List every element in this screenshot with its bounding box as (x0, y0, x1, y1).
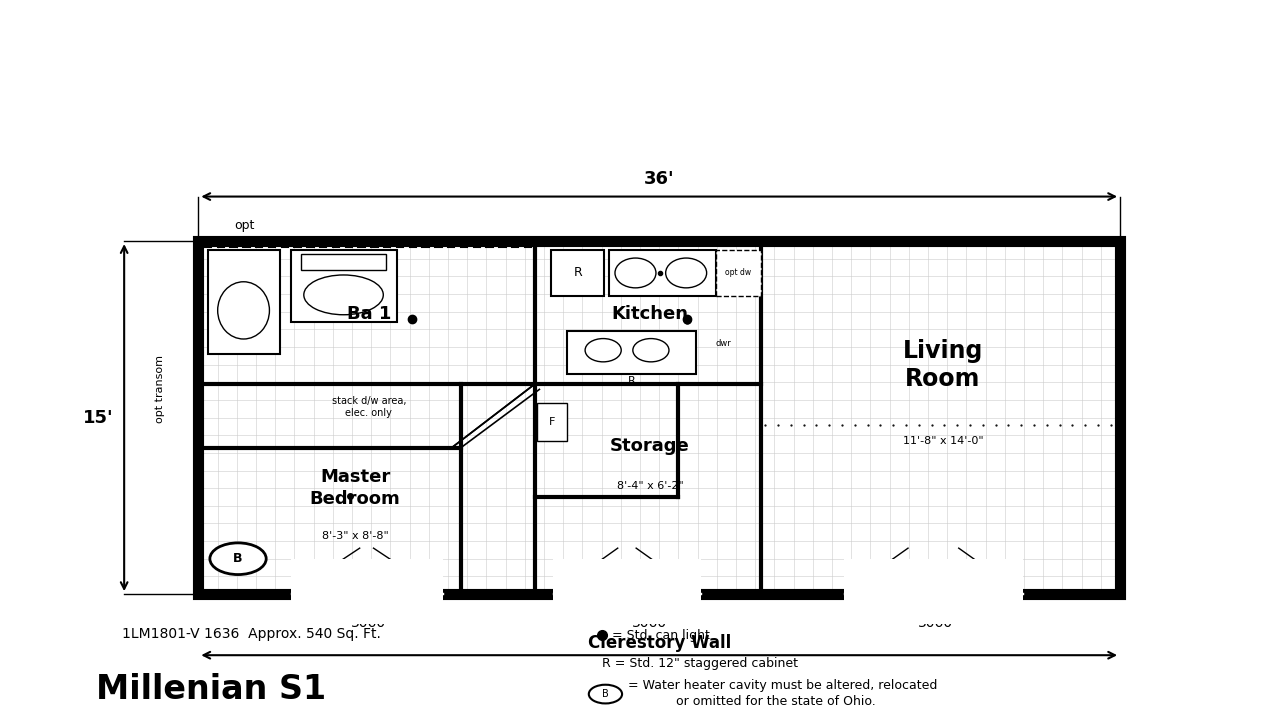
Text: R: R (627, 376, 635, 385)
Ellipse shape (614, 258, 655, 288)
Ellipse shape (666, 258, 707, 288)
Text: opt: opt (234, 219, 255, 232)
Bar (198, 241, 1120, 594)
Bar (717, 250, 760, 296)
Bar (552, 250, 604, 296)
Circle shape (210, 543, 266, 575)
Ellipse shape (585, 338, 621, 362)
Text: R: R (573, 266, 582, 279)
Ellipse shape (632, 338, 669, 362)
Text: Millenian S1: Millenian S1 (96, 672, 326, 706)
Text: 3060: 3060 (351, 616, 387, 630)
Text: Ba 1: Ba 1 (347, 305, 392, 323)
Bar (291, 250, 397, 323)
Text: Master
Bedroom: Master Bedroom (310, 468, 401, 508)
Text: opt dw: opt dw (726, 269, 751, 277)
Circle shape (589, 685, 622, 703)
Bar (553, 559, 700, 624)
Text: 36': 36' (644, 169, 675, 187)
Text: 1LM1801-V 1636  Approx. 540 Sq. Ft.: 1LM1801-V 1636 Approx. 540 Sq. Ft. (122, 626, 380, 641)
Text: 8'-4" x 6'-2": 8'-4" x 6'-2" (617, 482, 684, 491)
Ellipse shape (303, 275, 383, 315)
Text: Living
Room: Living Room (902, 339, 983, 390)
Text: = Std. can light: = Std. can light (612, 629, 709, 642)
Text: Storage: Storage (611, 437, 690, 455)
Bar (567, 331, 696, 374)
Text: F: F (549, 417, 556, 427)
Bar (844, 559, 1023, 624)
Text: Clerestory Wall: Clerestory Wall (588, 634, 731, 652)
Text: R = Std. 12" staggered cabinet: R = Std. 12" staggered cabinet (602, 657, 797, 670)
Text: 11'-8" x 14'-0": 11'-8" x 14'-0" (902, 436, 983, 446)
Bar (608, 250, 717, 296)
Text: 8'-3" x 8'-8": 8'-3" x 8'-8" (321, 531, 388, 541)
Text: Kitchen: Kitchen (612, 305, 689, 323)
Text: B: B (233, 552, 243, 565)
Bar (536, 403, 567, 441)
Text: 3060: 3060 (918, 616, 954, 630)
Bar (207, 250, 279, 354)
Ellipse shape (218, 282, 269, 339)
Text: stack d/w area,
elec. only: stack d/w area, elec. only (332, 396, 406, 418)
Text: or omitted for the state of Ohio.: or omitted for the state of Ohio. (676, 695, 876, 708)
Text: 15': 15' (83, 408, 114, 426)
Text: opt transom: opt transom (155, 355, 165, 423)
Text: dwr: dwr (716, 339, 732, 348)
Bar (301, 254, 387, 270)
Text: = Water heater cavity must be altered, relocated: = Water heater cavity must be altered, r… (628, 679, 938, 692)
Bar (291, 559, 443, 624)
Text: B: B (602, 689, 609, 699)
Text: 3060: 3060 (632, 616, 668, 630)
